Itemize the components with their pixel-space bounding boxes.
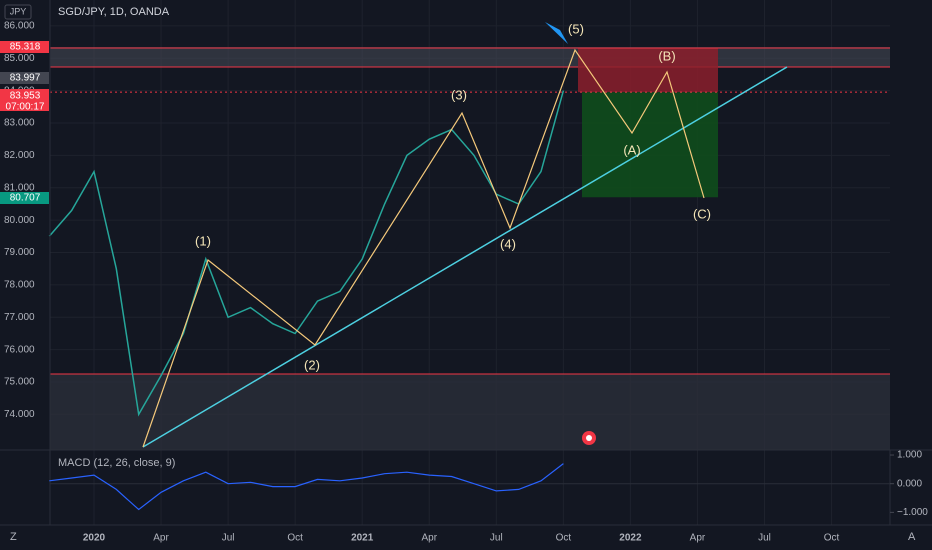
corner-button[interactable]: Z (10, 531, 17, 543)
y-tick-label: 85.000 (4, 53, 35, 64)
currency: JPY (10, 6, 27, 16)
y-tick-label: 83.000 (4, 118, 35, 129)
wave-label: (1) (195, 233, 211, 248)
price-line (48, 90, 565, 417)
macd-tick-label: 0.000 (897, 478, 922, 489)
wave-label: (5) (568, 21, 584, 36)
countdown: 07:00:17 (6, 102, 45, 113)
x-tick-label: 2020 (83, 533, 106, 544)
x-tick-label: 2021 (351, 533, 374, 544)
price-badge (0, 41, 49, 53)
event-icon (586, 435, 592, 441)
wave-label: (C) (693, 206, 711, 221)
price-badge-label: 83.953 (10, 91, 41, 102)
stop-box (578, 47, 718, 93)
y-tick-label: 75.000 (4, 377, 35, 388)
x-tick-label: Jul (758, 533, 771, 544)
wave-label: (A) (623, 142, 640, 157)
y-tick-label: 78.000 (4, 280, 35, 291)
y-tick-label: 76.000 (4, 344, 35, 355)
y-tick-label: 86.000 (4, 21, 35, 32)
x-tick-label: Oct (287, 533, 303, 544)
x-tick-label: Apr (421, 533, 437, 544)
wave-label: (B) (658, 48, 675, 63)
target-box (582, 92, 718, 198)
trendline (142, 66, 788, 448)
x-tick-label: Jul (222, 533, 235, 544)
y-tick-label: 77.000 (4, 312, 35, 323)
currency-box (4, 4, 32, 20)
wave-label: (4) (500, 236, 516, 251)
y-tick-label: 79.000 (4, 247, 35, 258)
wave-label: (2) (304, 357, 320, 372)
x-tick-label: 2022 (619, 533, 642, 544)
x-tick-label: Oct (824, 533, 840, 544)
arrow (545, 22, 568, 44)
wave-label: (3) (451, 87, 467, 102)
x-tick-label: Oct (556, 533, 572, 544)
macd-tick-label: −1.000 (897, 507, 928, 518)
macd-line (49, 463, 564, 511)
macd-title: MACD (12, 26, close, 9) (58, 457, 175, 469)
x-tick-label: Apr (690, 533, 706, 544)
corner-button[interactable]: A (908, 531, 916, 543)
price-badge (0, 72, 49, 84)
wave-lines (142, 48, 705, 448)
resistance-zone (50, 47, 890, 67)
y-tick-label: 82.000 (4, 150, 35, 161)
x-tick-label: Jul (490, 533, 503, 544)
price-badge (0, 89, 49, 111)
price-badge-label: 83.997 (10, 73, 41, 84)
y-tick-label: 80.000 (4, 215, 35, 226)
price-badge (0, 192, 49, 204)
y-tick-label: 74.000 (4, 409, 35, 420)
price-badge-label: 85.318 (10, 42, 41, 53)
support-zone (50, 374, 890, 450)
y-tick-label: 81.000 (4, 182, 35, 193)
price-badge-label: 80.707 (10, 193, 41, 204)
chart-title: SGD/JPY, 1D, OANDA (58, 6, 170, 18)
macd-tick-label: 1.000 (897, 450, 922, 461)
x-tick-label: Apr (153, 533, 169, 544)
